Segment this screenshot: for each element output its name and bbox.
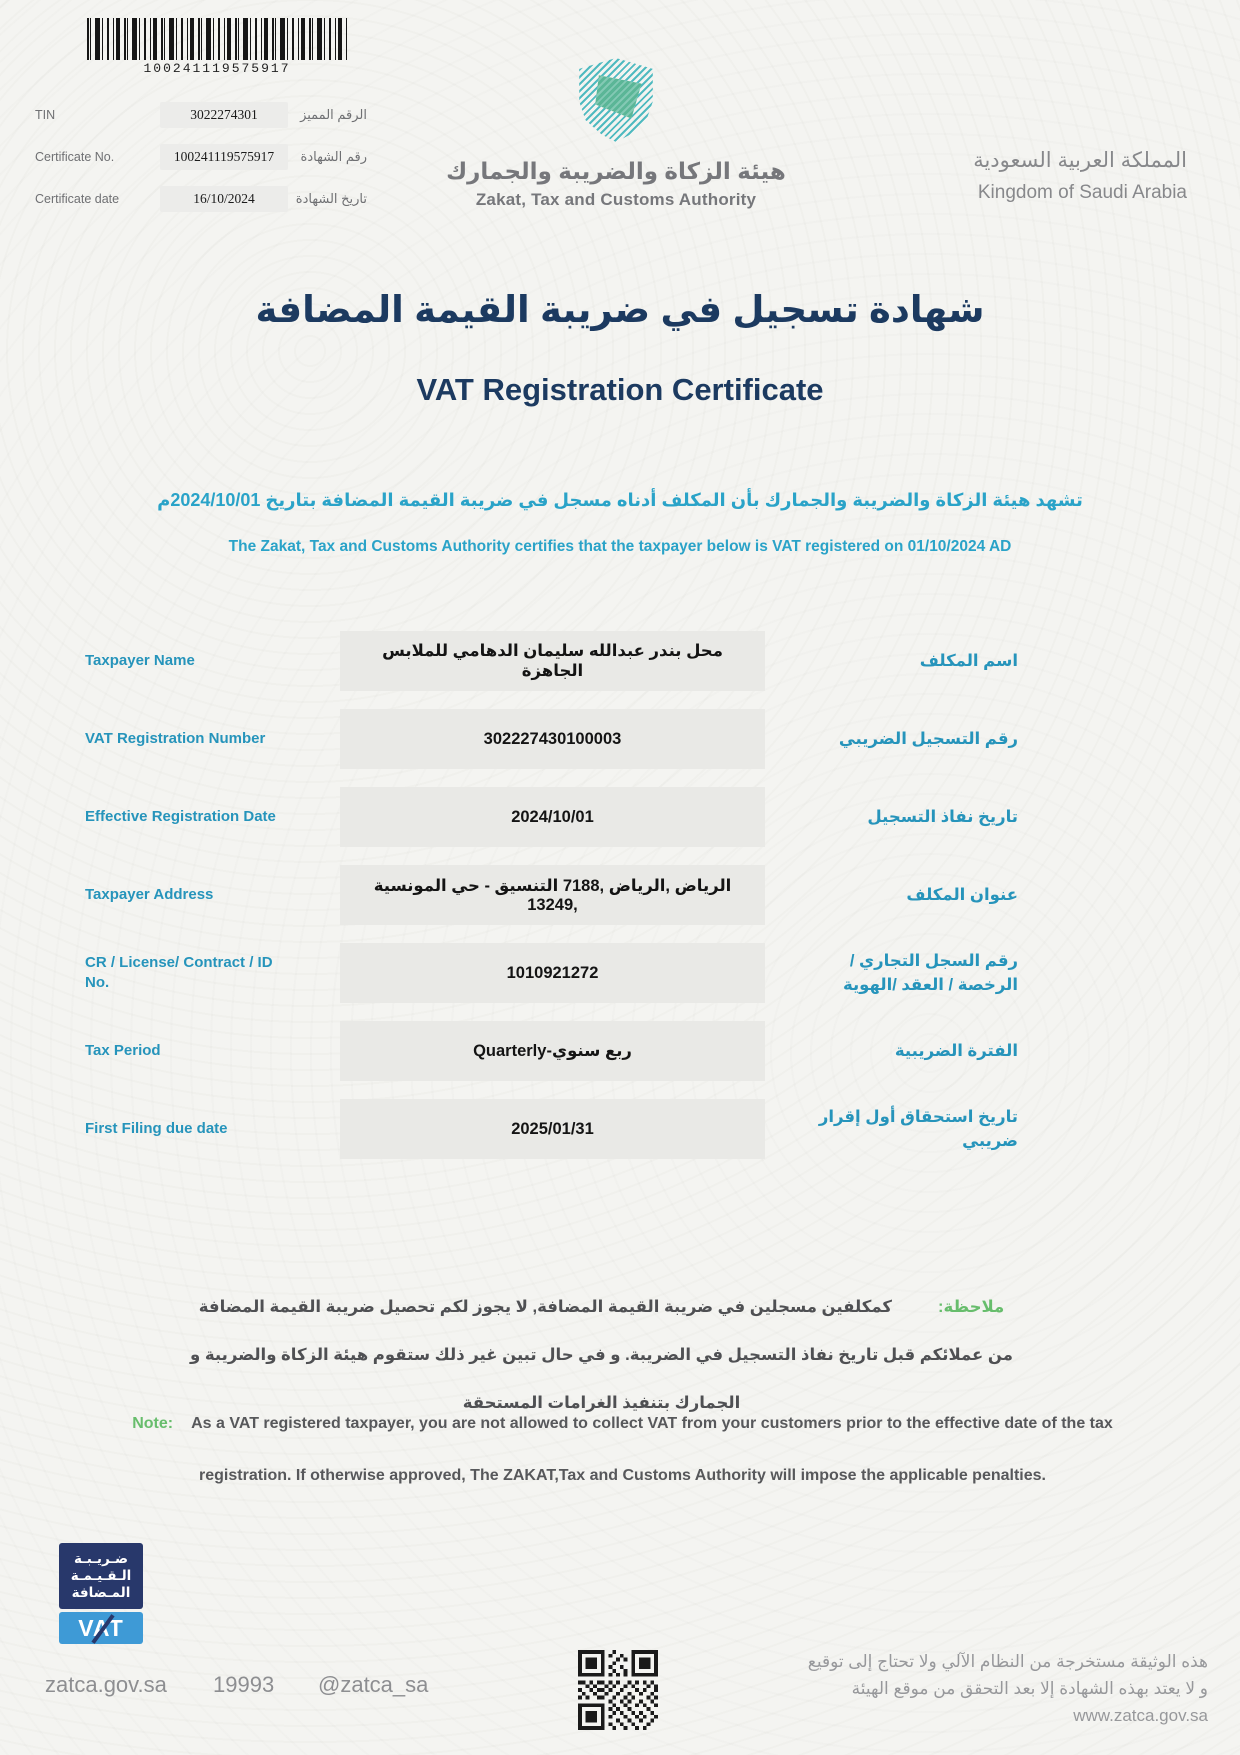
field-row-vat-registration-number: VAT Registration Number 302227430100003 … bbox=[85, 700, 1018, 778]
vat-logo-arabic-line: ضـريـبـة bbox=[73, 1551, 129, 1566]
disclaimer-line-1: هذه الوثيقة مستخرجة من النظام الآلي ولا … bbox=[807, 1652, 1208, 1671]
authority-name-english: Zakat, Tax and Customs Authority bbox=[475, 190, 757, 209]
certificate-date-value: 16/10/2024 bbox=[160, 186, 288, 212]
meta-row-certificate-date: Certificate date 16/10/2024 تاريخ الشهاد… bbox=[35, 185, 367, 213]
note-text-english: As a VAT registered taxpayer, you are no… bbox=[191, 1415, 1113, 1484]
field-value: الرياض ,الرياض ,7188 التنسيق - حي المونس… bbox=[340, 865, 765, 925]
certification-statement-english: The Zakat, Tax and Customs Authority cer… bbox=[228, 538, 1012, 555]
field-label-en: Effective Registration Date bbox=[85, 808, 276, 825]
certificate-date-label-ar: تاريخ الشهادة bbox=[295, 191, 367, 206]
field-label-ar: اسم المكلف bbox=[919, 652, 1018, 670]
vat-logo: ضـريـبـة الـقـيـمـة المـضافة VAT bbox=[59, 1543, 143, 1644]
note-label-english: Note: bbox=[132, 1415, 174, 1432]
field-row-first-filing-due-date: First Filing due date 2025/01/31 تاريخ ا… bbox=[85, 1090, 1018, 1168]
meta-row-certificate-no: Certificate No. 100241119575917 رقم الشه… bbox=[35, 143, 367, 171]
field-label-en: CR / License/ Contract / ID No. bbox=[85, 954, 273, 991]
field-row-taxpayer-address: Taxpayer Address الرياض ,الرياض ,7188 ال… bbox=[85, 856, 1018, 934]
meta-row-tin: TIN 3022274301 الرقم المميز bbox=[35, 101, 367, 129]
certificate-fields: Taxpayer Name محل بندر عبدالله سليمان ال… bbox=[85, 622, 1018, 1168]
vat-logo-text-box: VAT bbox=[59, 1612, 143, 1644]
footer-phone: 19993 bbox=[213, 1672, 275, 1697]
field-label-en: Taxpayer Name bbox=[85, 652, 195, 669]
note-arabic: ملاحظة:كمكلفين مسجلين في ضريبة القيمة ال… bbox=[185, 1283, 1018, 1427]
certificate-date-label-en: Certificate date bbox=[35, 192, 120, 206]
qr-code-icon bbox=[578, 1650, 658, 1730]
field-row-cr-license: CR / License/ Contract / ID No. 10109212… bbox=[85, 934, 1018, 1012]
certificate-title-arabic: شهادة تسجيل في ضريبة القيمة المضافة bbox=[255, 289, 985, 330]
field-label-ar: تاريخ نفاذ التسجيل bbox=[867, 808, 1018, 826]
field-label-en: Taxpayer Address bbox=[85, 886, 214, 903]
note-english: Note: As a VAT registered taxpayer, you a… bbox=[85, 1398, 1160, 1502]
field-label-en: Tax Period bbox=[85, 1042, 161, 1059]
field-value: 302227430100003 bbox=[340, 709, 765, 769]
field-label-ar: عنوان المكلف bbox=[906, 886, 1018, 904]
field-label-ar: تاريخ استحقاق أول إقرار ضريبي bbox=[818, 1108, 1018, 1150]
field-value: ربع سنوي-Quarterly bbox=[340, 1021, 765, 1081]
note-label-arabic: ملاحظة: bbox=[938, 1298, 1005, 1316]
vat-logo-arabic-line: الـقـيـمـة bbox=[70, 1568, 132, 1583]
field-label-ar: رقم السجل التجاري / الرخصة / العقد /الهو… bbox=[842, 952, 1018, 994]
field-row-tax-period: Tax Period ربع سنوي-Quarterly الفترة الض… bbox=[85, 1012, 1018, 1090]
field-label-ar: الفترة الضريبية bbox=[894, 1042, 1018, 1060]
footer-social-handle: @zatca_sa bbox=[318, 1672, 429, 1697]
barcode bbox=[87, 18, 347, 60]
field-value: 2025/01/31 bbox=[340, 1099, 765, 1159]
note-text-arabic: كمكلفين مسجلين في ضريبة القيمة المضافة, … bbox=[190, 1298, 1013, 1412]
authority-name-arabic: هيئة الزكاة والضريبة والجمارك bbox=[446, 158, 786, 184]
kingdom-block: المملكة العربية السعودية Kingdom of Saud… bbox=[973, 148, 1187, 204]
vat-logo-arabic-box: ضـريـبـة الـقـيـمـة المـضافة bbox=[59, 1543, 143, 1609]
tin-label-ar: الرقم المميز bbox=[300, 107, 367, 122]
disclaimer-url: www.zatca.gov.sa bbox=[1073, 1706, 1208, 1725]
certificate-title-english: VAT Registration Certificate bbox=[416, 372, 824, 407]
field-label-en: VAT Registration Number bbox=[85, 730, 266, 747]
field-value: 1010921272 bbox=[340, 943, 765, 1003]
tin-value: 3022274301 bbox=[160, 102, 288, 128]
field-value: محل بندر عبدالله سليمان الدهامي للملابس … bbox=[340, 631, 765, 691]
field-value: 2024/10/01 bbox=[340, 787, 765, 847]
field-row-taxpayer-name: Taxpayer Name محل بندر عبدالله سليمان ال… bbox=[85, 622, 1018, 700]
certificate-no-value: 100241119575917 bbox=[160, 144, 288, 170]
zatca-shield-icon bbox=[579, 58, 653, 142]
certification-statement-arabic: تشهد هيئة الزكاة والضريبة والجمارك بأن ا… bbox=[157, 490, 1083, 510]
field-label-ar: رقم التسجيل الضريبي bbox=[838, 730, 1018, 748]
field-row-effective-registration-date: Effective Registration Date 2024/10/01 ت… bbox=[85, 778, 1018, 856]
certificate-no-label-ar: رقم الشهادة bbox=[300, 149, 367, 164]
tin-label-en: TIN bbox=[35, 108, 56, 122]
kingdom-name-arabic: المملكة العربية السعودية bbox=[973, 149, 1187, 172]
certificate-no-label-en: Certificate No. bbox=[35, 150, 115, 164]
certificate-meta: TIN 3022274301 الرقم المميز Certificate … bbox=[35, 101, 367, 213]
field-label-en: First Filing due date bbox=[85, 1120, 228, 1137]
zatca-logo: هيئة الزكاة والضريبة والجمارك Zakat, Tax… bbox=[416, 58, 816, 210]
disclaimer-line-2: و لا يعتد بهذه الشهادة إلا بعد التحقق من… bbox=[851, 1679, 1208, 1698]
footer-website: zatca.gov.sa bbox=[45, 1672, 167, 1697]
vat-logo-arabic-line: المـضافة bbox=[71, 1585, 131, 1600]
kingdom-name-english: Kingdom of Saudi Arabia bbox=[977, 182, 1187, 203]
zatca-shield-core bbox=[595, 75, 642, 119]
barcode-number: 100241119575917 bbox=[143, 61, 291, 76]
footer-disclaimer: هذه الوثيقة مستخرجة من النظام الآلي ولا … bbox=[738, 1648, 1208, 1729]
